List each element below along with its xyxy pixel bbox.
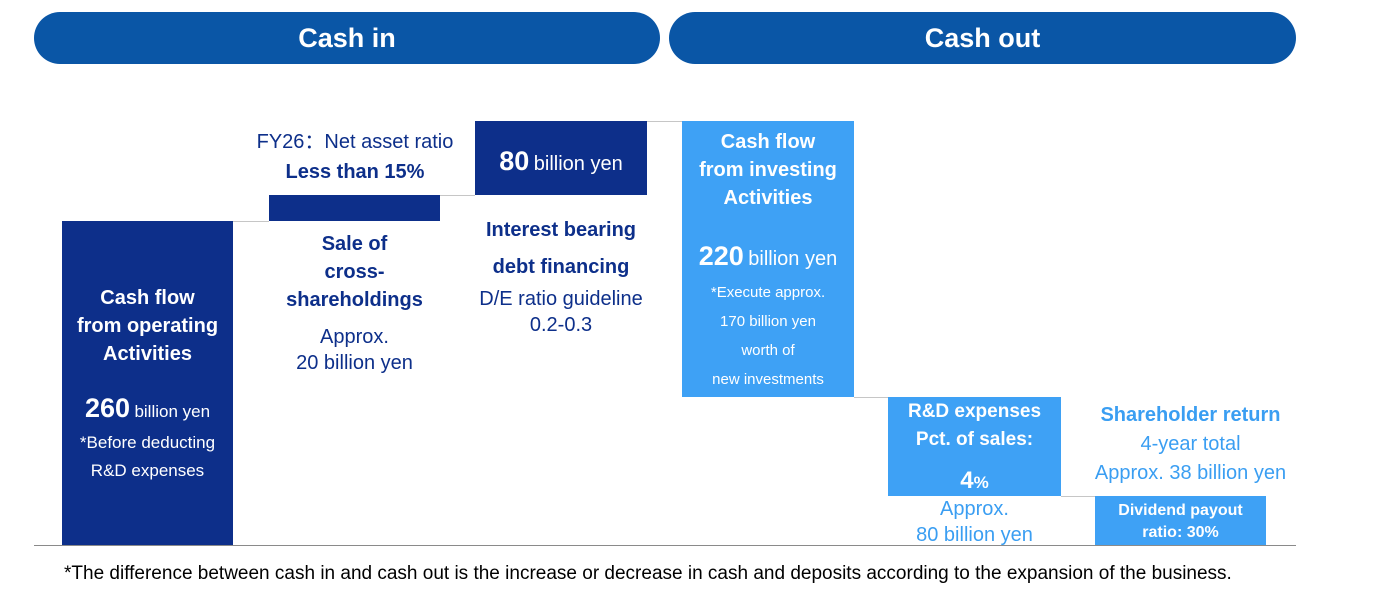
sale-label: Sale of cross-shareholdings (286, 233, 423, 311)
net-asset-ratio-label: FY26：Net asset ratio Less than 15% (256, 131, 454, 183)
rd-amount: Approx. 80 billion yen (916, 498, 1033, 546)
debt-value: 80 billion yen (499, 146, 623, 176)
shareholder-return-label: Shareholder return 4-year total Approx. 38… (1094, 404, 1287, 484)
connector-line (854, 397, 888, 398)
bar-sale-of-cross-shareholdings (269, 195, 440, 221)
operating-note: *Before deducting R&D expenses (79, 433, 216, 480)
sale-value: Approx. 20 billion yen (296, 326, 413, 374)
cash-in-header: Cash in (34, 12, 660, 64)
de-ratio-guideline: D/E ratio guideline 0.2-0.3 (479, 288, 643, 336)
cash-out-header: Cash out (669, 12, 1296, 64)
debt-label: Interest bearing debt financing (485, 219, 637, 278)
investing-label: Cash flow from investing Activities (699, 131, 837, 209)
dividend-payout-label: Dividend payout ratio: 30% (1118, 502, 1243, 541)
footnote: *The difference between cash in and cash… (64, 563, 1232, 584)
connector-line (233, 221, 269, 222)
bar-shareholder-return (1095, 496, 1266, 546)
investing-value: 220 billion yen (698, 241, 838, 271)
rd-pct-value: 4% (960, 467, 989, 494)
bar-rd-expenses (888, 397, 1061, 496)
operating-value: 260 billion yen (84, 393, 211, 423)
connector-line (1061, 496, 1095, 497)
operating-label: Cash flow from operating Activities (76, 287, 219, 365)
connector-line (440, 195, 475, 196)
baseline (34, 545, 1296, 546)
investing-note: *Execute approx. 170 billion yen worth of n… (710, 284, 826, 388)
bar-operating-cash-flow (62, 221, 233, 546)
rd-label: R&D expenses Pct. of sales: (907, 401, 1042, 450)
bar-debt-financing (475, 121, 647, 195)
bar-investing-cash-flow (682, 121, 854, 397)
connector-line (647, 121, 682, 122)
